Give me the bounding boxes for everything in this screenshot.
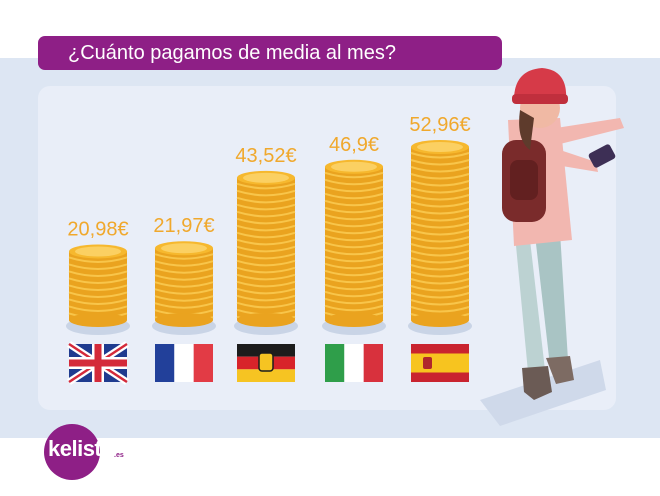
value-label: 21,97€: [153, 215, 214, 237]
flag-spain: [411, 344, 469, 382]
value-label: 20,98€: [67, 218, 128, 240]
coin-stack-bar: [322, 159, 386, 335]
value-label: 46,9€: [329, 134, 379, 156]
flag-germany: [237, 344, 295, 382]
coin-stack-bar: [408, 139, 472, 335]
kelisto-logo: [44, 424, 100, 480]
coin-stack-bar: [234, 170, 298, 335]
value-label: 43,52€: [235, 145, 296, 167]
chart-title: ¿Cuánto pagamos de media al mes?: [38, 36, 502, 70]
coin-stack-bar: [66, 244, 130, 335]
value-label: 52,96€: [409, 114, 470, 136]
flag-uk: [67, 341, 129, 385]
logo-suffix: .es: [114, 452, 124, 459]
coin-stack-bar: [152, 241, 216, 335]
traveler-illustration: [480, 68, 624, 426]
flag-italy: [325, 344, 383, 382]
logo-text: kelisto: [48, 436, 115, 461]
flag-france: [155, 344, 213, 382]
